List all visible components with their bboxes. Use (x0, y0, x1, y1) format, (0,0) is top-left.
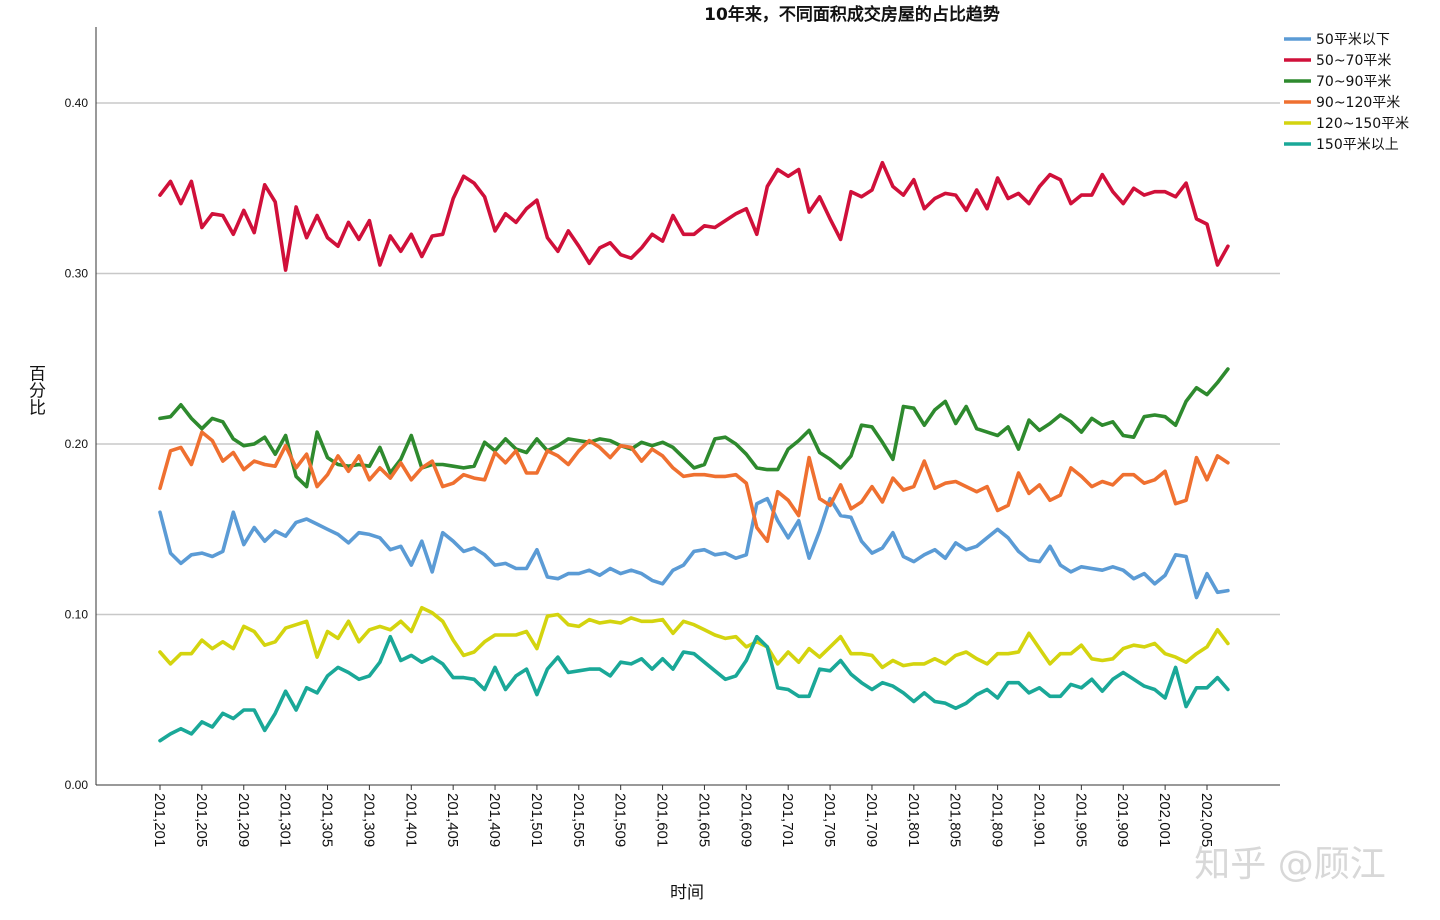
x-tick-label: 201,605 (695, 793, 712, 847)
x-tick-label: 201,305 (319, 793, 336, 847)
y-axis-label: 百分比 (25, 365, 46, 416)
x-tick-label: 201,801 (905, 793, 922, 847)
series-line (158, 367, 1230, 489)
x-tick-label: 201,405 (444, 793, 461, 847)
x-tick-label: 201,409 (486, 793, 503, 847)
series-lines (158, 160, 1230, 743)
x-tick-label: 201,909 (1114, 793, 1131, 847)
series-line (158, 496, 1230, 600)
series-line (158, 605, 1230, 670)
y-tick-label: 0.30 (65, 267, 89, 281)
x-tick-label: 201,601 (654, 793, 671, 847)
x-tick-label: 201,309 (360, 793, 377, 847)
x-tick-label: 201,809 (989, 793, 1006, 847)
x-axis-label: 时间 (670, 883, 704, 903)
x-tick-label: 201,301 (277, 793, 294, 847)
y-tick-label: 0.40 (65, 96, 89, 110)
y-tick-label: 0.20 (65, 437, 89, 451)
x-tick-label: 201,401 (402, 793, 419, 847)
chart-title: 10年来，不同面积成交房屋的占比趋势 (704, 4, 1000, 25)
gridlines (96, 102, 1280, 616)
series-line (158, 160, 1230, 272)
legend-label: 50~70平米 (1316, 53, 1391, 69)
legend-label: 150平米以上 (1316, 137, 1399, 153)
x-tick-label: 201,705 (821, 793, 838, 847)
legend-label: 50平米以下 (1316, 32, 1390, 48)
legend-label: 120~150平米 (1316, 116, 1409, 132)
x-tick-label: 201,905 (1072, 793, 1089, 847)
y-tick-label: 0.00 (65, 778, 89, 792)
x-tick-label: 201,509 (612, 793, 629, 847)
y-tick-label: 0.10 (65, 608, 89, 622)
x-tick-label: 201,209 (235, 793, 252, 847)
x-tick-label: 201,701 (779, 793, 796, 847)
legend: 50平米以下 50~70平米 70~90平米 90~120平米 120~150平米 150… (1284, 32, 1409, 153)
legend-label: 90~120平米 (1316, 95, 1400, 111)
x-tick-label: 201,609 (737, 793, 754, 847)
series-line (158, 634, 1230, 743)
y-axis-ticks: 0.00 0.10 0.20 0.30 0.40 (65, 96, 89, 792)
series-line (158, 430, 1230, 544)
legend-label: 70~90平米 (1316, 74, 1391, 90)
x-tick-label: 201,709 (863, 793, 880, 847)
watermark: 知乎 @顾江 (1194, 844, 1385, 885)
x-tick-label: 201,805 (947, 793, 964, 847)
x-axis-ticks: 201,201 201,205 201,209 201,301 201,305 201,3… (151, 785, 1215, 847)
x-tick-label: 201,201 (151, 793, 168, 847)
x-tick-label: 201,901 (1030, 793, 1047, 847)
x-tick-label: 201,205 (193, 793, 210, 847)
x-tick-label: 202,005 (1198, 793, 1215, 847)
x-tick-label: 201,505 (570, 793, 587, 847)
x-tick-label: 202,001 (1156, 793, 1173, 847)
x-tick-label: 201,501 (528, 793, 545, 847)
